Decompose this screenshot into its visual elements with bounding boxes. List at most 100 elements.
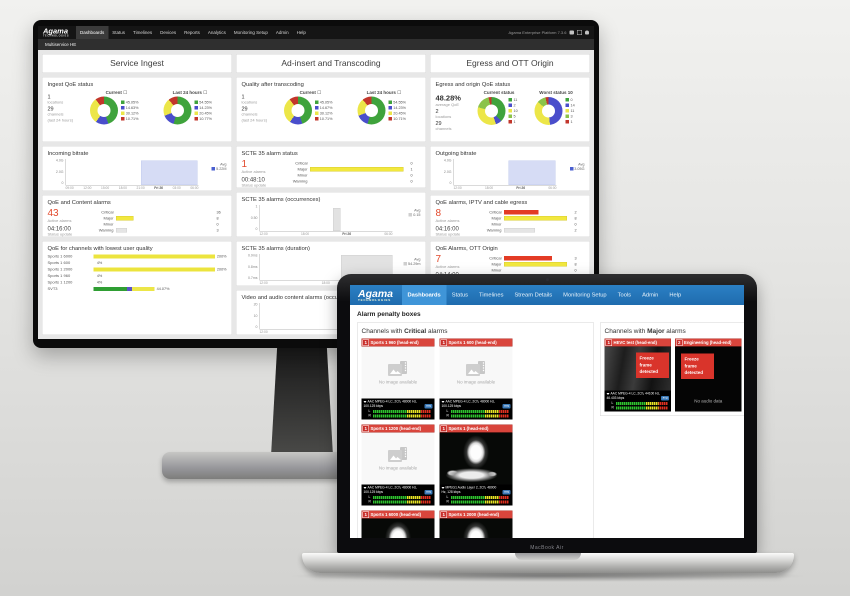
video-thumbnail (439, 432, 513, 485)
nav-timelines[interactable]: Timelines (479, 292, 504, 298)
nav-monitoring-setup[interactable]: Monitoring Setup (563, 292, 607, 298)
nav-admin[interactable]: Admin (642, 292, 659, 298)
channel-box-engineering[interactable]: 2 Engineering (head-end) Freeze frame det… (675, 338, 742, 412)
audio-meter-left (373, 409, 431, 413)
channel-box-hevc-test[interactable]: 1 HEVC test (head-end) Freeze frame detec… (604, 338, 671, 412)
no-image-text: No image available (378, 379, 418, 385)
nav-admin[interactable]: Admin (275, 30, 289, 35)
laptop-base (302, 553, 794, 573)
user-icon[interactable] (585, 30, 589, 35)
agama-logo[interactable]: Agama TECHNOLOGIES (43, 28, 69, 38)
quality-bar (93, 267, 215, 272)
nav-monitoring-setup[interactable]: Monitoring Setup (233, 30, 268, 35)
donut-title-link[interactable]: Last 24 hours (153, 90, 227, 95)
donut-title-link[interactable]: Current (274, 90, 348, 95)
codec-dropdown-icon[interactable] (441, 486, 445, 489)
no-audio-text: No audio data (694, 398, 723, 404)
channel-title: Sports 1 (head-end) (448, 426, 489, 431)
bar-fill (332, 207, 341, 231)
channel-label[interactable]: Sports 1 600 (47, 260, 71, 266)
channel-box-sports1[interactable]: 1 Sports 1 (head-end) MPEG1 Audio Layer 2… (439, 424, 513, 506)
alarm-count-badge: 1 (440, 511, 447, 518)
channel-label[interactable]: Sports 1 2000 (47, 267, 73, 272)
agama-logo[interactable]: Agama TECHNOLOGIES (358, 288, 393, 302)
nav-timelines[interactable]: Timelines (133, 30, 153, 35)
card-lowest-user-quality: QoE for channels with lowest user qualit… (42, 241, 232, 335)
nav-tools[interactable]: Tools (617, 292, 632, 298)
codec-dropdown-icon[interactable] (606, 392, 610, 395)
codec-dropdown-icon[interactable] (363, 400, 367, 403)
card-title: Ingest QoE status (47, 81, 94, 88)
laptop-lid-notch (515, 553, 581, 560)
codec-dropdown-icon[interactable] (441, 400, 445, 403)
nav-dashboards[interactable]: Dashboards (402, 285, 447, 305)
quality-bar-multi (93, 286, 155, 291)
quality-bar (93, 254, 215, 259)
nav-help[interactable]: Help (669, 292, 682, 298)
donut-legend: 54.55% 14.23% 20.45% 10.77% (194, 99, 216, 122)
bar-major (310, 167, 404, 172)
no-image-placeholder: No image available (361, 432, 435, 485)
audio-bitrate: Hz, 128 kbps (441, 490, 461, 495)
breadcrumb[interactable]: Multiservice HE (38, 39, 594, 50)
audio-bitrate: 46.403 kbps (606, 396, 625, 401)
nav-status[interactable]: Status (451, 292, 469, 298)
donut-title-link[interactable]: Last 24 hours (347, 90, 421, 95)
chat-icon[interactable] (569, 30, 574, 35)
card-title: SCTE 35 alarms (occurrences) (241, 196, 321, 203)
nav-status[interactable]: Status (112, 30, 126, 35)
audio-meter-left (451, 409, 509, 413)
no-image-placeholder: No image available (439, 346, 513, 399)
status-update-time: 04:16:00 (47, 225, 71, 232)
card-scte35-occurrences: SCTE 35 alarms (occurrences) 1 0.50 0 Avg 0… (236, 192, 426, 237)
fullscreen-icon[interactable] (577, 30, 582, 35)
audio-meter-left (373, 495, 431, 499)
audio-codec: AAC MPEG-4 LC, 2Ch, 44100 Hz, (610, 392, 661, 396)
avg-badge: avg (502, 490, 511, 495)
donut-title-text: Last 24 hours (172, 90, 202, 95)
avg-badge: avg (661, 396, 669, 401)
audio-meter-left (616, 401, 668, 405)
channel-box-sports1-1200[interactable]: 1 Sports 1 1200 (head-end) No image avail… (361, 424, 435, 506)
video-thumbnail: Freeze frame detected (604, 346, 671, 391)
nav-devices[interactable]: Devices (160, 30, 177, 35)
channel-box-sports1-600[interactable]: 1 Sports 1 600 (head-end) No image availa… (439, 338, 513, 420)
card-title: QoE alarms, IPTV and cable egress (435, 199, 528, 206)
open-in-new-icon (397, 90, 401, 94)
nav-stream-details[interactable]: Stream Details (514, 292, 553, 298)
agama-logo-subtext: TECHNOLOGIES (358, 298, 392, 302)
legend-chip-yellow (120, 111, 125, 115)
agama-logo-subtext: TECHNOLOGIES (43, 34, 70, 38)
card-title: SCTE 35 alarm status (241, 150, 298, 157)
panel-title-service-ingest: Service Ingest (42, 54, 232, 73)
nav-help[interactable]: Help (296, 30, 306, 35)
channel-title: Sports 1 600 (head-end) (448, 340, 497, 345)
donut-worst-status: Worst status 10 0 14 11 3 1 (528, 90, 585, 133)
legend-chip-yellow (194, 111, 198, 115)
legend-chip-red (194, 117, 198, 121)
channel-label[interactable]: Sports 1 6000 (47, 254, 73, 259)
qoe-stats: 48.28% average QoE 2 locations 29 channe… (436, 90, 471, 133)
alarm-count-badge: 1 (605, 339, 612, 346)
codec-dropdown-icon[interactable] (363, 486, 367, 489)
locations-label: locations (47, 100, 64, 105)
channel-label[interactable]: SVT3 (47, 286, 58, 292)
audio-codec: AAC MPEG-4 LC, 2Ch, 48000 Hz, (367, 486, 418, 490)
nav-analytics[interactable]: Analytics (207, 30, 226, 35)
no-image-text: No image available (456, 379, 496, 385)
donut-title-link[interactable]: Current status (483, 90, 515, 95)
bar-warning (116, 228, 127, 233)
card-iptv-egress-alarms: QoE alarms, IPTV and cable egress 8 Acti… (430, 195, 590, 237)
nav-reports[interactable]: Reports (184, 30, 200, 35)
channel-label[interactable]: Sports 1 960 (47, 273, 71, 279)
donut-title-link[interactable]: Current (80, 90, 154, 95)
audio-meter-right (373, 414, 431, 418)
channel-label[interactable]: Sports 1 1200 (47, 280, 73, 285)
nav-dashboards[interactable]: Dashboards (76, 26, 109, 39)
channel-box-sports1-960[interactable]: 1 Sports 1 960 (head-end) No image availa… (361, 338, 435, 420)
active-alarm-count: 7 (435, 253, 442, 265)
donut-title-link[interactable]: Worst status 10 (539, 90, 573, 95)
card-title: Quality after transcoding (241, 81, 304, 88)
